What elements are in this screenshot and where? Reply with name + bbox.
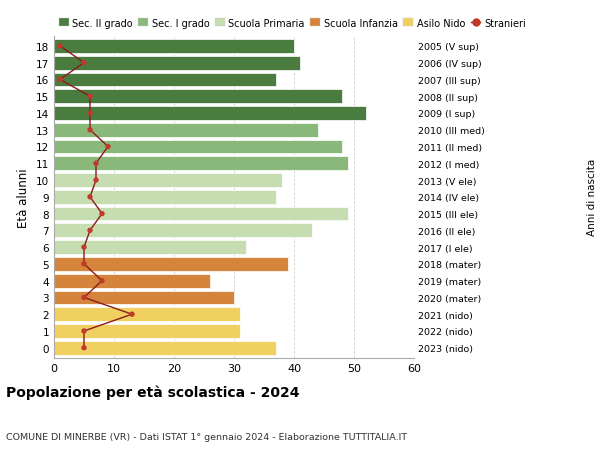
- Point: [85, 127, 95, 134]
- Point: [79, 328, 89, 335]
- Point: [85, 194, 95, 201]
- Point: [79, 344, 89, 352]
- Point: [91, 160, 101, 168]
- Text: Anni di nascita: Anni di nascita: [587, 159, 597, 236]
- Point: [79, 244, 89, 251]
- Point: [97, 277, 107, 285]
- Point: [85, 227, 95, 235]
- Bar: [54, 140, 342, 154]
- Text: Popolazione per età scolastica - 2024: Popolazione per età scolastica - 2024: [6, 385, 299, 399]
- Bar: [54, 123, 318, 137]
- Point: [79, 294, 89, 302]
- Point: [85, 110, 95, 118]
- Point: [97, 210, 107, 218]
- Bar: [54, 56, 300, 70]
- Bar: [54, 291, 234, 305]
- Bar: [54, 308, 240, 321]
- Point: [127, 311, 137, 318]
- Bar: [54, 107, 366, 121]
- Bar: [54, 190, 276, 204]
- Point: [79, 261, 89, 268]
- Text: COMUNE DI MINERBE (VR) - Dati ISTAT 1° gennaio 2024 - Elaborazione TUTTITALIA.IT: COMUNE DI MINERBE (VR) - Dati ISTAT 1° g…: [6, 431, 407, 441]
- Bar: [54, 257, 288, 271]
- Point: [85, 93, 95, 101]
- Point: [55, 77, 65, 84]
- Point: [79, 60, 89, 67]
- Bar: [54, 274, 210, 288]
- Point: [55, 43, 65, 50]
- Bar: [54, 73, 276, 87]
- Bar: [54, 174, 282, 187]
- Bar: [54, 341, 276, 355]
- Bar: [54, 90, 342, 104]
- Y-axis label: Età alunni: Età alunni: [17, 168, 31, 227]
- Bar: [54, 224, 312, 238]
- Bar: [54, 325, 240, 338]
- Bar: [54, 207, 348, 221]
- Point: [91, 177, 101, 185]
- Bar: [54, 157, 348, 171]
- Bar: [54, 241, 246, 254]
- Legend: Sec. II grado, Sec. I grado, Scuola Primaria, Scuola Infanzia, Asilo Nido, Stran: Sec. II grado, Sec. I grado, Scuola Prim…: [59, 19, 526, 28]
- Point: [103, 144, 113, 151]
- Bar: [54, 40, 294, 54]
